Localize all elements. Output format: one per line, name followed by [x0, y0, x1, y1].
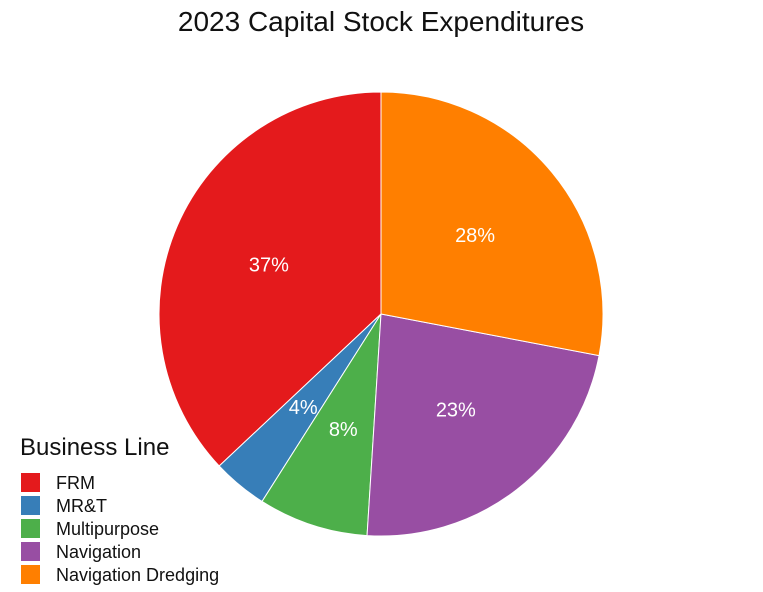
pie-slices [158, 91, 604, 537]
slice-label-mr-t: 4% [289, 397, 318, 419]
chart-title: 2023 Capital Stock Expenditures [178, 6, 584, 37]
legend-title: Business Line [20, 434, 169, 461]
pie-slice-navigation [366, 313, 600, 537]
legend-swatch-frm [21, 473, 40, 492]
legend-swatch-navigation-dredging [21, 565, 40, 584]
legend-swatch-navigation [21, 542, 40, 561]
pie-slice-labels: 37% 4% 8% 23% 28% [249, 225, 495, 441]
legend: Business Line FRM MR&T Multipurpose Navigat… [20, 434, 219, 585]
legend-swatch-multipurpose [21, 519, 40, 538]
pie-slice-multipurpose [261, 313, 382, 537]
slice-label-navigation: 23% [436, 399, 476, 421]
legend-label-frm: FRM [56, 473, 95, 493]
legend-label-mr-t: MR&T [56, 496, 107, 516]
legend-label-multipurpose: Multipurpose [56, 519, 159, 539]
slice-label-frm: 37% [249, 255, 289, 277]
legend-items: FRM MR&T Multipurpose Navigation Navigation … [21, 473, 219, 585]
legend-label-navigation: Navigation [56, 542, 141, 562]
slice-label-multipurpose: 8% [329, 419, 358, 441]
pie-slice-navigation-dredging [380, 91, 604, 357]
pie-slice-frm [158, 91, 382, 467]
slice-label-navigation-dredging: 28% [455, 225, 495, 247]
legend-swatch-mr-t [21, 496, 40, 515]
legend-label-navigation-dredging: Navigation Dredging [56, 565, 219, 585]
